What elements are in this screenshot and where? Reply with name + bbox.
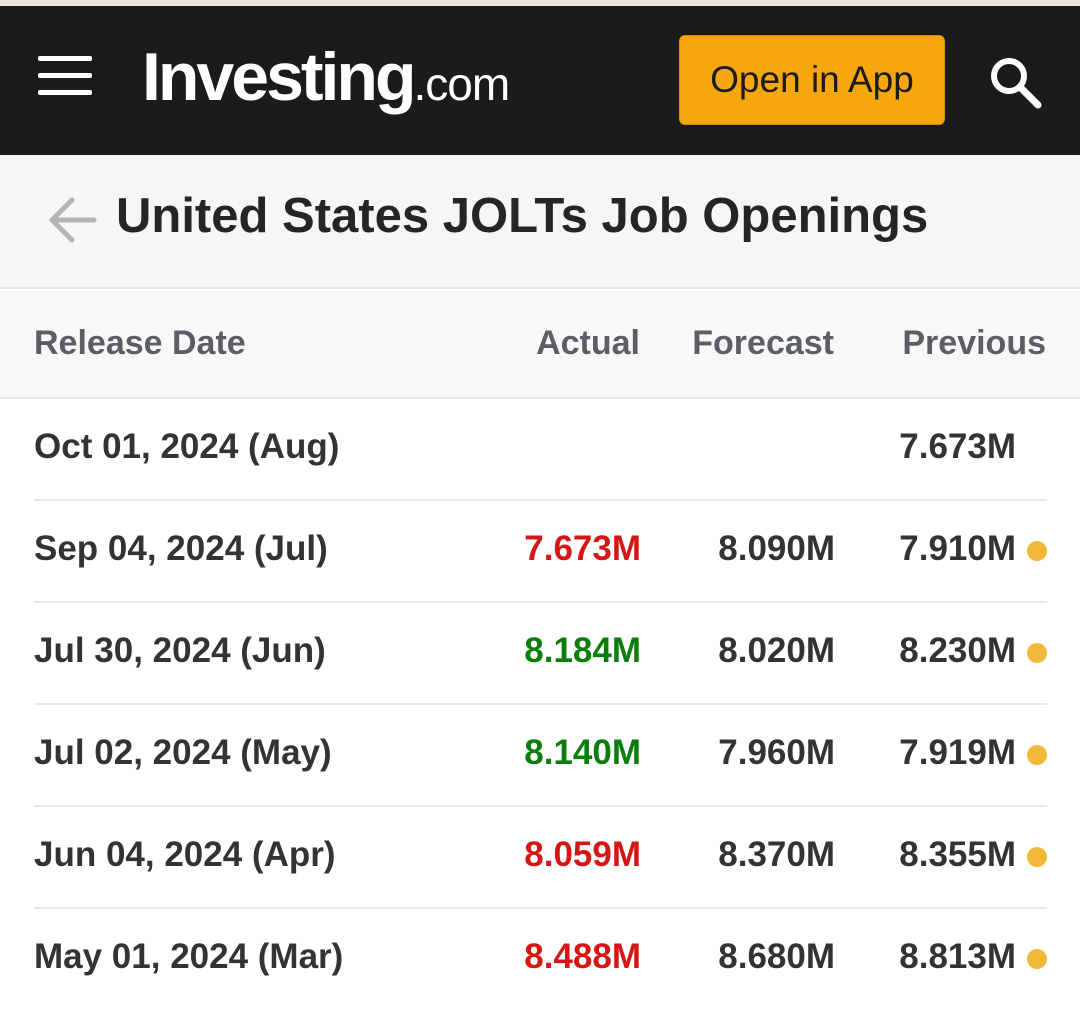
forecast-value-cell: 7.960M bbox=[718, 733, 835, 772]
release-date-cell: Jun 04, 2024 (Apr) bbox=[34, 835, 336, 874]
previous-value-cell: 7.919M bbox=[899, 733, 1016, 772]
revised-indicator-icon[interactable] bbox=[1027, 949, 1047, 969]
previous-value-cell: 7.910M bbox=[899, 529, 1016, 568]
previous-value-cell: 8.355M bbox=[899, 835, 1016, 874]
logo-main-text: Investing bbox=[142, 39, 416, 115]
forecast-value-cell: 8.020M bbox=[718, 631, 835, 670]
actual-value-cell: 8.184M bbox=[524, 631, 641, 670]
investing-logo[interactable]: Investing.com bbox=[142, 38, 511, 118]
page-title-bar bbox=[0, 155, 1080, 289]
page-title: United States JOLTs Job Openings bbox=[116, 189, 929, 243]
column-header-forecast: Forecast bbox=[692, 324, 834, 362]
release-date-cell: May 01, 2024 (Mar) bbox=[34, 937, 344, 976]
release-date-cell: Oct 01, 2024 (Aug) bbox=[34, 427, 340, 466]
forecast-value-cell: 8.090M bbox=[718, 529, 835, 568]
forecast-value-cell: 8.680M bbox=[718, 937, 835, 976]
actual-value-cell: 8.140M bbox=[524, 733, 641, 772]
search-icon[interactable] bbox=[985, 52, 1045, 112]
column-header-release-date: Release Date bbox=[34, 324, 246, 362]
table-row: Jun 04, 2024 (Apr) 8.059M 8.370M 8.355M bbox=[34, 807, 1047, 909]
previous-value-cell: 7.673M bbox=[899, 427, 1016, 466]
revised-indicator-icon[interactable] bbox=[1027, 745, 1047, 765]
revised-indicator-icon[interactable] bbox=[1027, 847, 1047, 867]
open-in-app-button[interactable]: Open in App bbox=[679, 35, 945, 125]
table-row: Oct 01, 2024 (Aug) 7.673M bbox=[34, 399, 1047, 501]
actual-value-cell: 8.059M bbox=[524, 835, 641, 874]
previous-value-cell: 8.813M bbox=[899, 937, 1016, 976]
column-header-actual: Actual bbox=[536, 324, 640, 362]
release-date-cell: Jul 30, 2024 (Jun) bbox=[34, 631, 326, 670]
column-header-previous: Previous bbox=[902, 324, 1046, 362]
table-row: Sep 04, 2024 (Jul) 7.673M 8.090M 7.910M bbox=[34, 501, 1047, 603]
back-arrow-icon[interactable] bbox=[44, 192, 100, 248]
logo-suffix-text: .com bbox=[413, 58, 511, 110]
previous-value-cell: 8.230M bbox=[899, 631, 1016, 670]
table-row: May 01, 2024 (Mar) 8.488M 8.680M 8.813M bbox=[34, 909, 1047, 1011]
table-row: Jul 02, 2024 (May) 8.140M 7.960M 7.919M bbox=[34, 705, 1047, 807]
actual-value-cell: 7.673M bbox=[524, 529, 641, 568]
revised-indicator-icon[interactable] bbox=[1027, 541, 1047, 561]
actual-value-cell: 8.488M bbox=[524, 937, 641, 976]
revised-indicator-icon[interactable] bbox=[1027, 643, 1047, 663]
table-row: Jul 30, 2024 (Jun) 8.184M 8.020M 8.230M bbox=[34, 603, 1047, 705]
forecast-value-cell: 8.370M bbox=[718, 835, 835, 874]
release-date-cell: Sep 04, 2024 (Jul) bbox=[34, 529, 328, 568]
table-header bbox=[0, 291, 1080, 399]
menu-icon[interactable] bbox=[38, 56, 94, 96]
release-date-cell: Jul 02, 2024 (May) bbox=[34, 733, 332, 772]
